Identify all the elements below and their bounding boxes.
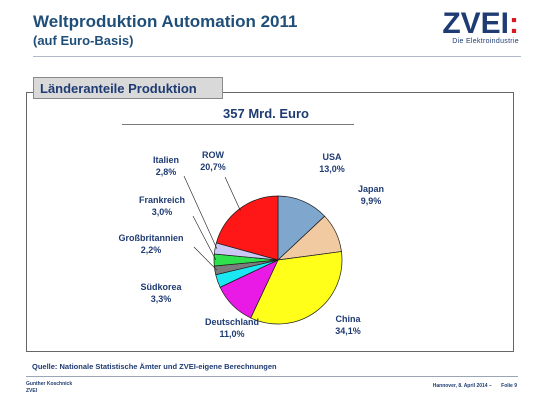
footer-org: ZVEI [26, 388, 38, 394]
leader-line-frankreich [192, 215, 217, 261]
leader-line-großbritannien [193, 246, 217, 271]
slice-label-italien: Italien [153, 155, 179, 165]
footer-meta: Hannover, 8. April 2014 – Folie 9 [425, 383, 517, 389]
chart-total-label: 357 Mrd. Euro [223, 106, 309, 121]
slice-label-großbritannien: Großbritannien [119, 233, 184, 243]
logo-wordmark: ZVEI: [427, 8, 519, 40]
leader-line-row [224, 176, 241, 211]
slice-value-row: 20,7% [200, 162, 226, 172]
footer-author-block: Gunther Koschnick ZVEI [26, 381, 72, 395]
slice-value-china: 34,1% [335, 326, 361, 336]
slide-subtitle: (auf Euro-Basis) [33, 33, 134, 48]
slice-value-großbritannien: 2,2% [141, 245, 162, 255]
source-note: Quelle: Nationale Statistische Ämter und… [32, 362, 277, 371]
footer-date: Hannover, 8. April 2014 – [432, 383, 492, 389]
logo-tagline: Die Elektroindustrie [452, 38, 519, 45]
footer-divider [26, 376, 518, 377]
pie-slice-row [215, 195, 279, 261]
slice-label-deutschland: Deutschland [205, 317, 259, 327]
logo-colon: : [509, 7, 519, 40]
chart-frame [26, 92, 514, 352]
slice-value-deutschland: 11,0% [219, 329, 244, 339]
footer-page: Folie 9 [501, 383, 517, 389]
total-underline [122, 124, 354, 125]
logo-name: ZVEI [442, 7, 509, 40]
slice-label-row: ROW [202, 150, 225, 160]
leader-line-italien [183, 175, 218, 249]
zvei-logo: ZVEI: Die Elektroindustrie [427, 8, 519, 46]
slice-value-italien: 2,8% [156, 167, 177, 177]
slice-label-china: China [335, 314, 361, 324]
slide-title: Weltproduktion Automation 2011 [33, 12, 298, 31]
slice-label-usa: USA [322, 152, 342, 162]
slice-label-südkorea: Südkorea [140, 282, 182, 292]
slice-value-südkorea: 3,3% [151, 294, 172, 304]
slice-label-frankreich: Frankreich [139, 195, 185, 205]
section-title: Länderanteile Produktion [33, 77, 223, 99]
slice-value-japan: 9,9% [361, 196, 382, 206]
footer-author: Gunther Koschnick [26, 381, 73, 387]
slice-value-usa: 13,0% [319, 164, 345, 174]
slice-value-frankreich: 3,0% [152, 207, 173, 217]
header-divider [33, 56, 521, 57]
slice-label-japan: Japan [358, 184, 384, 194]
